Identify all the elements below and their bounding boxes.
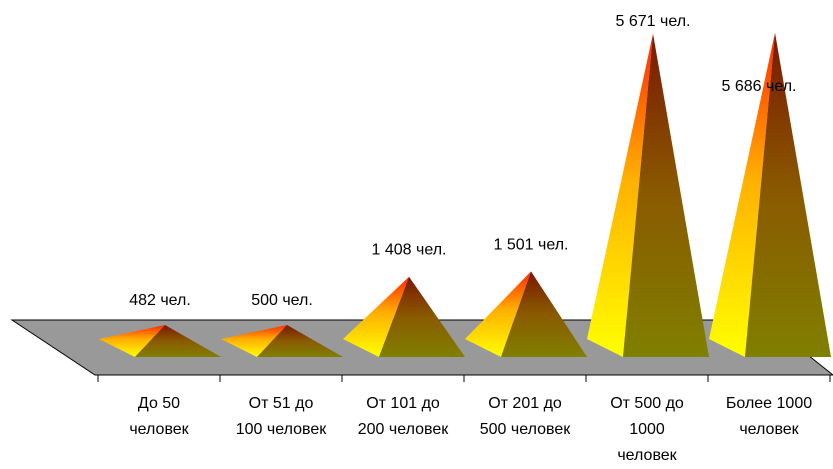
category-label-line: человек (129, 421, 189, 438)
category-label: Более 1000 человек (726, 395, 812, 438)
pyramid-light-face (99, 325, 165, 357)
pyramid-bar (709, 32, 831, 357)
data-label: 5 671 чел. (616, 13, 691, 30)
pyramid-light-face (709, 32, 775, 357)
pyramid-light-face (343, 276, 409, 357)
data-label: 5 686 чел. (722, 78, 797, 95)
category-label-line: От 101 до (366, 395, 440, 412)
pyramid-dark-face (623, 33, 709, 358)
data-label: 500 чел. (251, 292, 313, 309)
pyramid-light-face (587, 33, 653, 358)
chart-marks (99, 32, 831, 358)
category-label-line: 100 человек (236, 421, 327, 438)
category-label-line: От 500 до (610, 395, 684, 412)
pyramid-bar (343, 276, 465, 357)
pyramid-bar (99, 325, 221, 357)
category-label-line: От 201 до (488, 395, 562, 412)
category-label: До 50 человек (129, 395, 189, 438)
pyramid-dark-face (379, 276, 465, 357)
pyramid-bar (465, 271, 587, 357)
data-label: 1 501 чел. (494, 236, 569, 253)
category-label: От 101 до 200 человек (358, 395, 449, 438)
category-label-line: Более 1000 (726, 395, 812, 412)
data-label: 482 чел. (129, 292, 191, 309)
category-label: От 201 до 500 человек (480, 395, 571, 438)
pyramid-bar (587, 33, 709, 358)
pyramid-dark-face (501, 271, 587, 357)
category-label-line: человек (739, 421, 799, 438)
category-label-line: 200 человек (358, 421, 449, 438)
pyramid-light-face (221, 325, 287, 357)
pyramid-dark-face (745, 32, 831, 357)
category-label-line: 1000 (629, 421, 665, 438)
category-label-line: человек (617, 447, 677, 464)
pyramid-bar (221, 325, 343, 357)
category-label-line: До 50 (138, 395, 180, 412)
x-axis-ticks (97, 375, 831, 382)
category-label: От 51 до 100 человек (236, 395, 327, 438)
data-labels: 482 чел. 500 чел. 1 408 чел. 1 501 чел. 5 67… (129, 13, 796, 309)
category-label-line: 500 человек (480, 421, 571, 438)
category-labels: До 50 человек От 51 до 100 человек От 101 до… (129, 395, 812, 464)
data-label: 1 408 чел. (372, 242, 447, 259)
pyramid-dark-face (257, 325, 343, 357)
category-label-line: От 51 до (249, 395, 314, 412)
pyramid-light-face (465, 271, 531, 357)
pyramid-dark-face (135, 325, 221, 357)
category-label: От 500 до 1000 человек (610, 395, 684, 464)
